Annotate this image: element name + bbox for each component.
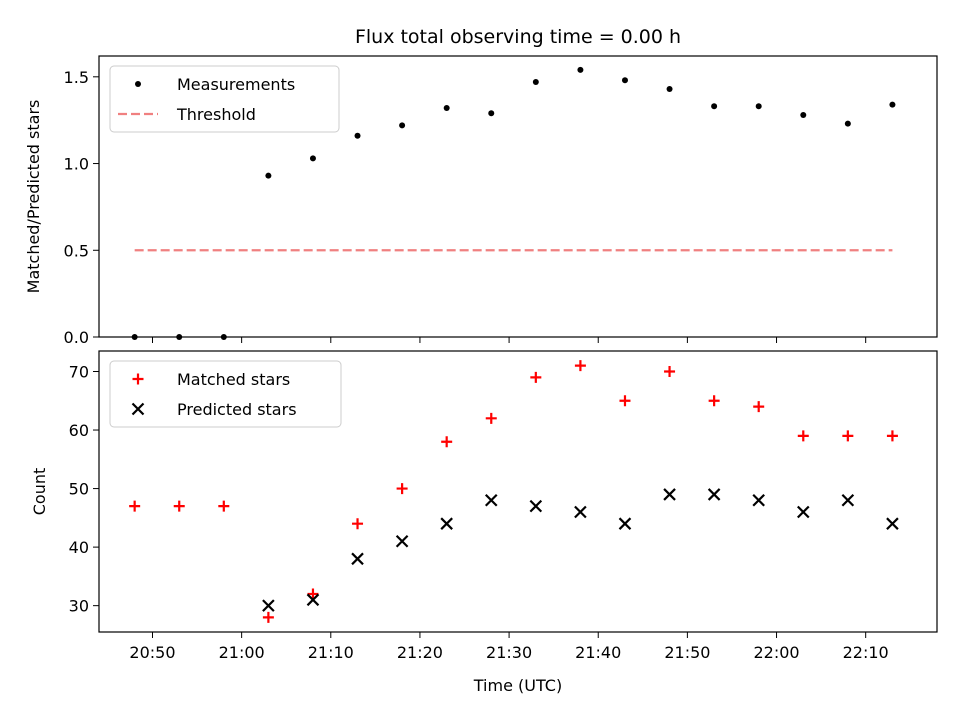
data-point [396, 483, 408, 495]
top-panel: Flux total observing time = 0.00 h 0.0 0.5… [24, 26, 938, 347]
data-point [889, 101, 896, 108]
legend-swatch [131, 402, 145, 416]
data-point [440, 517, 453, 530]
y-tick-label: 40 [69, 538, 89, 557]
data-point [841, 494, 855, 507]
data-point [352, 518, 364, 530]
x-tick-label: 21:20 [397, 643, 443, 662]
bottom-panel: 30 40 50 60 70 20:50 21:00 21:10 21:20 21:30 21:40… [30, 350, 938, 695]
x-tick-label: 21:50 [664, 643, 710, 662]
series-measurements [131, 66, 896, 340]
data-point [443, 105, 450, 112]
y-axis-label: Count [30, 468, 49, 516]
y-tick-label: 50 [69, 480, 89, 499]
x-tick-label: 21:10 [308, 643, 354, 662]
legend-label: Threshold [176, 105, 256, 124]
data-point [173, 500, 185, 512]
axes-frame [98, 350, 938, 633]
y-tick-label: 70 [69, 362, 89, 381]
legend-label: Predicted stars [177, 400, 297, 419]
legend-label: Measurements [177, 75, 295, 94]
data-point [574, 360, 586, 372]
data-point [262, 611, 274, 623]
data-point [577, 66, 584, 73]
x-tick-label: 21:30 [486, 643, 532, 662]
data-point [262, 599, 275, 612]
data-point [354, 132, 361, 139]
data-point [618, 517, 632, 530]
legend-box [109, 360, 342, 428]
data-point [532, 79, 539, 86]
y-axis-label: Matched/Predicted stars [24, 100, 43, 294]
data-point [800, 111, 807, 118]
data-point [574, 505, 587, 519]
series-predicted-stars [262, 488, 899, 612]
y-tick-label: 1.5 [64, 68, 89, 87]
data-point [395, 534, 409, 548]
legend-swatch [135, 81, 141, 87]
data-point [886, 430, 898, 442]
data-point [176, 334, 183, 340]
data-point [664, 365, 676, 377]
legend: Measurements Threshold [109, 65, 340, 133]
data-point [708, 395, 720, 407]
data-point [351, 552, 364, 566]
data-point [753, 401, 765, 413]
data-point [886, 517, 899, 530]
y-tick-label: 60 [69, 421, 89, 440]
data-point [707, 488, 721, 501]
data-point [529, 499, 543, 513]
data-point [306, 593, 320, 607]
data-point [218, 500, 230, 512]
data-point [485, 412, 497, 424]
legend-swatch [132, 373, 144, 385]
data-point [796, 505, 810, 519]
x-tick-label: 20:50 [129, 643, 175, 662]
data-point [842, 430, 854, 442]
data-point [488, 110, 495, 117]
data-point [399, 122, 406, 129]
data-point [663, 488, 676, 501]
data-point [844, 120, 851, 127]
y-tick-label: 30 [69, 597, 89, 616]
legend: Matched stars Predicted stars [109, 360, 342, 428]
data-point [307, 588, 319, 600]
data-point [755, 103, 762, 110]
legend-box [109, 65, 340, 133]
axes-frame [98, 55, 938, 338]
data-point [666, 85, 673, 92]
data-point [220, 334, 227, 340]
x-tick-label: 22:10 [843, 643, 889, 662]
x-tick-label: 21:40 [575, 643, 621, 662]
data-point [752, 494, 765, 507]
y-tick-label: 0.5 [64, 241, 89, 260]
data-point [621, 77, 628, 84]
data-point [619, 395, 631, 407]
data-point [131, 334, 138, 340]
data-point [309, 155, 316, 162]
data-point [129, 500, 141, 512]
x-axis-label: Time (UTC) [473, 676, 562, 695]
series-matched-stars [129, 360, 898, 623]
data-point [711, 103, 718, 110]
y-tick-label: 1.0 [64, 155, 89, 174]
data-point [484, 494, 498, 507]
legend-label: Matched stars [177, 370, 290, 389]
x-tick-label: 22:00 [753, 643, 799, 662]
data-point [530, 371, 542, 383]
chart-title: Flux total observing time = 0.00 h [355, 26, 681, 48]
x-tick-label: 21:00 [219, 643, 265, 662]
data-point [797, 430, 809, 442]
y-tick-label: 0.0 [64, 328, 89, 347]
data-point [265, 172, 272, 179]
data-point [441, 436, 453, 448]
